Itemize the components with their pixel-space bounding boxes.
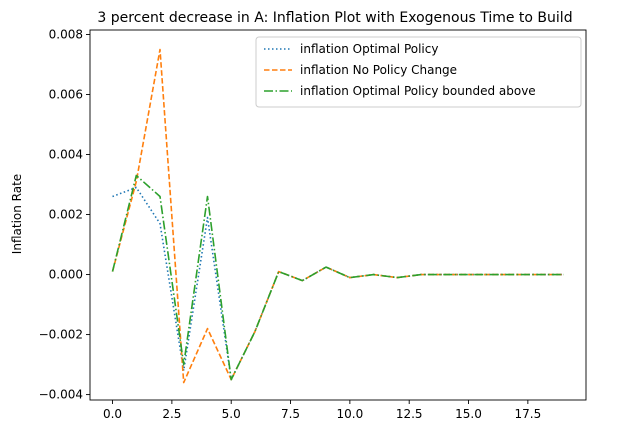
x-axis-ticks: 0.0 2.5 5.0 7.5 10.0 12.5 15.0 17.5	[103, 400, 541, 421]
series-line-3	[111, 174, 564, 381]
x-tick-label: 2.5	[162, 407, 181, 421]
x-tick-label: 7.5	[281, 407, 300, 421]
y-tick-label: −0.004	[39, 388, 83, 402]
legend-label-3: inflation Optimal Policy bounded above	[300, 84, 536, 98]
legend: inflation Optimal Policy inflation No Pol…	[255, 36, 582, 108]
x-tick-label: 0.0	[103, 407, 122, 421]
y-tick-label: −0.002	[39, 328, 83, 342]
chart-title: 3 percent decrease in A: Inflation Plot …	[97, 10, 572, 26]
y-tick-label: 0.006	[49, 88, 83, 102]
y-tick-label: 0.002	[49, 208, 83, 222]
y-tick-label: 0.008	[49, 28, 83, 42]
x-tick-label: 17.5	[514, 407, 541, 421]
series-layer	[111, 48, 564, 384]
legend-label-2: inflation No Policy Change	[300, 63, 457, 77]
legend-box	[255, 36, 582, 108]
y-axis-ticks: −0.004 −0.002 0.000 0.002 0.004 0.006 0.008	[39, 28, 90, 402]
x-tick-label: 15.0	[455, 407, 482, 421]
x-tick-label: 12.5	[396, 407, 423, 421]
legend-label-1: inflation Optimal Policy	[300, 42, 438, 56]
x-tick-label: 10.0	[337, 407, 364, 421]
y-tick-label: 0.000	[49, 268, 83, 282]
x-tick-label: 5.0	[222, 407, 241, 421]
plot-area-frame	[89, 29, 587, 401]
y-axis-label: Inflation Rate	[10, 174, 24, 254]
y-tick-label: 0.004	[49, 148, 83, 162]
